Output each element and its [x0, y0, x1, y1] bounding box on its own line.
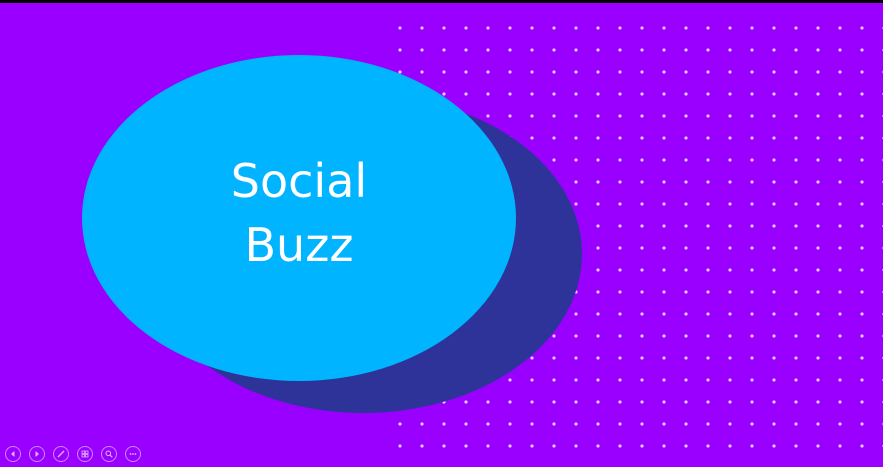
ellipsis-icon [129, 453, 137, 455]
presenter-toolbar [5, 445, 141, 463]
arrow-left-icon [11, 451, 15, 457]
slide-title: Social Buzz [82, 149, 516, 277]
pen-tool-button[interactable] [53, 446, 69, 462]
magnifier-icon [105, 450, 113, 458]
pen-icon [57, 450, 65, 458]
slides-grid-icon [81, 450, 89, 458]
zoom-button[interactable] [101, 446, 117, 462]
title-oval [82, 55, 516, 381]
see-all-slides-button[interactable] [77, 446, 93, 462]
slide-title-line2: Buzz [244, 218, 354, 272]
slide-title-line1: Social [230, 154, 368, 208]
arrow-right-icon [35, 451, 39, 457]
more-options-button[interactable] [125, 446, 141, 462]
presentation-slide: Social Buzz [0, 3, 883, 467]
next-slide-button[interactable] [29, 446, 45, 462]
previous-slide-button[interactable] [5, 446, 21, 462]
